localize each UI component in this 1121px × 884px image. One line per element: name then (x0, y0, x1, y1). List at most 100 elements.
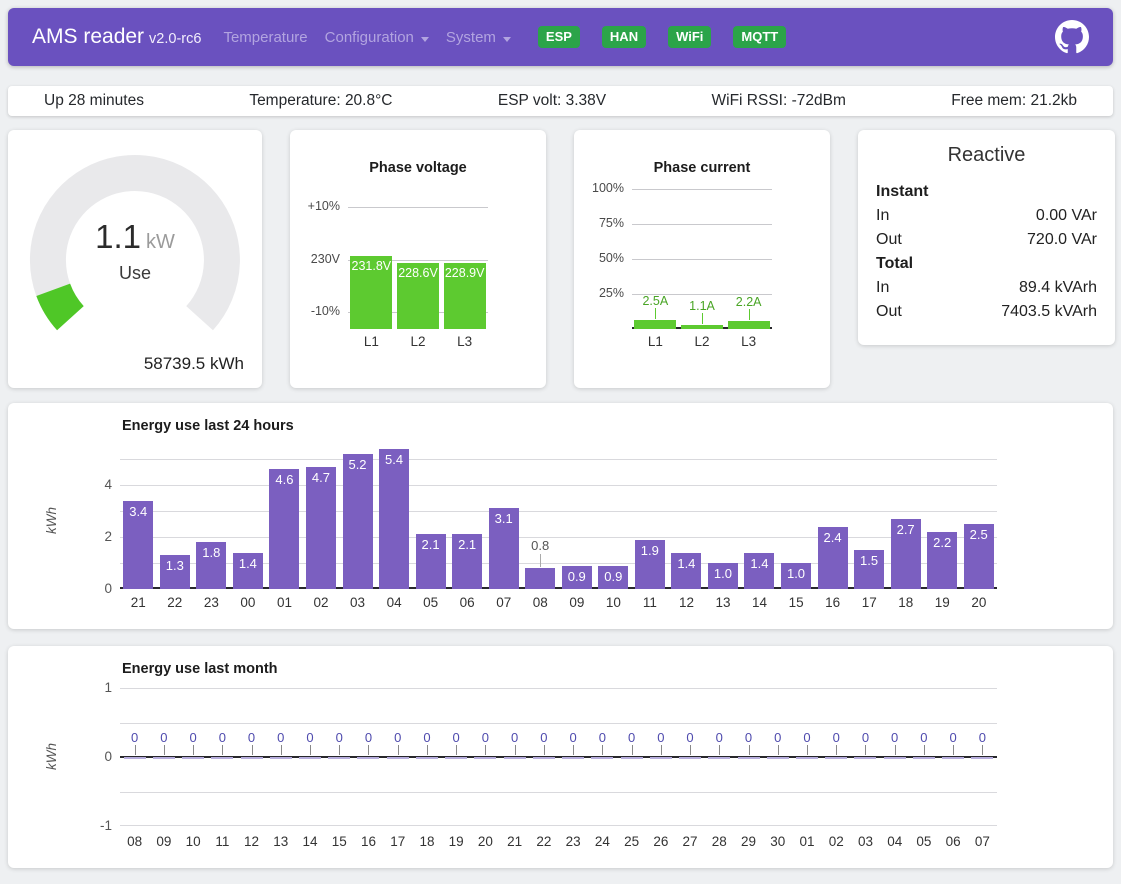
x-tick-day: 22 (536, 834, 552, 849)
bar-day-11 (211, 757, 234, 759)
bar-day-06 (942, 757, 965, 759)
gridline (120, 688, 997, 689)
gridline (120, 485, 997, 486)
y-tick: +10% (307, 199, 340, 213)
label-callout-line (540, 554, 542, 568)
bar-value-label: 0 (627, 730, 636, 745)
github-icon (1055, 20, 1089, 54)
bar-value-label: 1.4 (238, 555, 257, 571)
y-tick: 2 (104, 529, 112, 544)
bar-day-12 (240, 757, 263, 759)
bar-hour-12 (671, 552, 702, 589)
bar-value-label: 228.9V (444, 265, 485, 280)
main-nav: Temperature Configuration System (223, 29, 527, 46)
chevron-down-icon (502, 36, 511, 42)
label-callout-line (748, 309, 750, 321)
github-link[interactable] (1055, 20, 1089, 54)
bar-hour-00 (232, 552, 263, 589)
nav-item-configuration[interactable]: Configuration (325, 29, 429, 46)
label-callout-line (339, 745, 341, 755)
x-tick-day: 14 (302, 834, 318, 849)
x-tick-day: 16 (360, 834, 376, 849)
y-tick: 230V (310, 252, 340, 266)
reactive-row: In 0.00 VAr (876, 204, 1097, 228)
bar-day-21 (503, 757, 526, 759)
y-tick: -10% (310, 304, 340, 318)
label-callout-line (222, 745, 224, 755)
x-tick-hour: 21 (130, 595, 146, 610)
status-bar: Up 28 minutes Temperature: 20.8°C ESP volt… (8, 86, 1113, 116)
x-tick-hour: 02 (313, 595, 329, 610)
bar-hour-02 (305, 466, 336, 589)
reactive-title: Reactive (947, 144, 1026, 166)
bar-value-label: 0 (949, 730, 957, 745)
x-tick-day: 21 (507, 834, 523, 849)
nav-item-system[interactable]: System (446, 29, 511, 46)
y-tick: -1 (99, 818, 112, 833)
x-tick-day: 09 (156, 834, 172, 849)
bar-day-25 (620, 757, 643, 759)
status-badge-wifi: WiFi (668, 26, 712, 48)
label-callout-line (485, 745, 487, 755)
x-tick: L1 (647, 334, 663, 349)
bar-hour-23 (196, 542, 227, 589)
nav-item-temperature[interactable]: Temperature (223, 28, 308, 46)
bar-value-label: 0 (920, 730, 928, 745)
bar-hour-08 (525, 568, 556, 589)
gridline (348, 207, 488, 208)
bar-value-label: 0 (598, 730, 606, 745)
label-callout-line (748, 745, 750, 755)
x-tick-hour: 18 (898, 595, 914, 610)
bar-hour-03 (342, 453, 373, 589)
bar-day-15 (328, 757, 351, 759)
x-tick-hour: 06 (459, 595, 475, 610)
bar-value-label: 5.4 (385, 451, 404, 467)
bar-day-07 (971, 757, 994, 759)
phase-current-title: Phase current (653, 160, 751, 176)
gauge-readout: 1.1 kW Use (8, 218, 262, 284)
reactive-row-label: In (876, 279, 890, 296)
bar-value-label: 1.8 (202, 545, 221, 561)
bar-value-label: 1.5 (860, 553, 879, 568)
bar-value-label: 2.4 (823, 529, 842, 545)
y-tick: 0 (104, 749, 112, 764)
bar-value-label: 0 (130, 730, 139, 745)
x-tick-day: 20 (477, 834, 493, 849)
bar-value-label: 1.0 (713, 566, 732, 581)
bar-hour-17 (854, 550, 885, 589)
label-callout-line (397, 745, 399, 755)
bar-L1 (634, 320, 677, 329)
reactive-row-value: 0.00 VAr (1035, 207, 1097, 224)
bar-hour-09 (561, 565, 592, 589)
bar-day-30 (766, 757, 789, 759)
bar-value-label: 0 (481, 730, 490, 745)
bar-day-28 (708, 757, 731, 759)
bar-value-label: 0 (540, 730, 548, 745)
bar-day-29 (737, 757, 760, 759)
label-callout-line (134, 745, 136, 755)
reactive-row-label: In (876, 207, 890, 224)
bar-value-label: 0 (715, 730, 723, 745)
x-tick-day: 29 (741, 834, 757, 849)
reactive-row-value: 720.0 VAr (1027, 231, 1097, 248)
bar-value-label: 0 (774, 730, 782, 745)
bar-value-label: 0.9 (567, 568, 586, 584)
label-callout-line (631, 745, 633, 755)
bar-value-label: 0 (218, 730, 226, 745)
bar-L1 (350, 255, 393, 329)
gridline (120, 563, 997, 564)
bar-value-label: 0 (511, 730, 519, 745)
x-tick: L1 (363, 334, 379, 349)
power-gauge-arc (29, 155, 240, 331)
bar-hour-16 (817, 526, 848, 589)
status-free-mem: Free mem: 21.2kb (951, 92, 1077, 109)
x-tick-day: 30 (770, 834, 786, 849)
x-tick-day: 06 (945, 834, 961, 849)
y-tick: 50% (598, 251, 624, 265)
reactive-row: Out 7403.5 kVArh (876, 300, 1097, 324)
gridline (632, 294, 772, 295)
bar-value-label: 0 (394, 730, 402, 745)
chevron-down-icon (420, 36, 429, 42)
gridline (632, 259, 772, 260)
